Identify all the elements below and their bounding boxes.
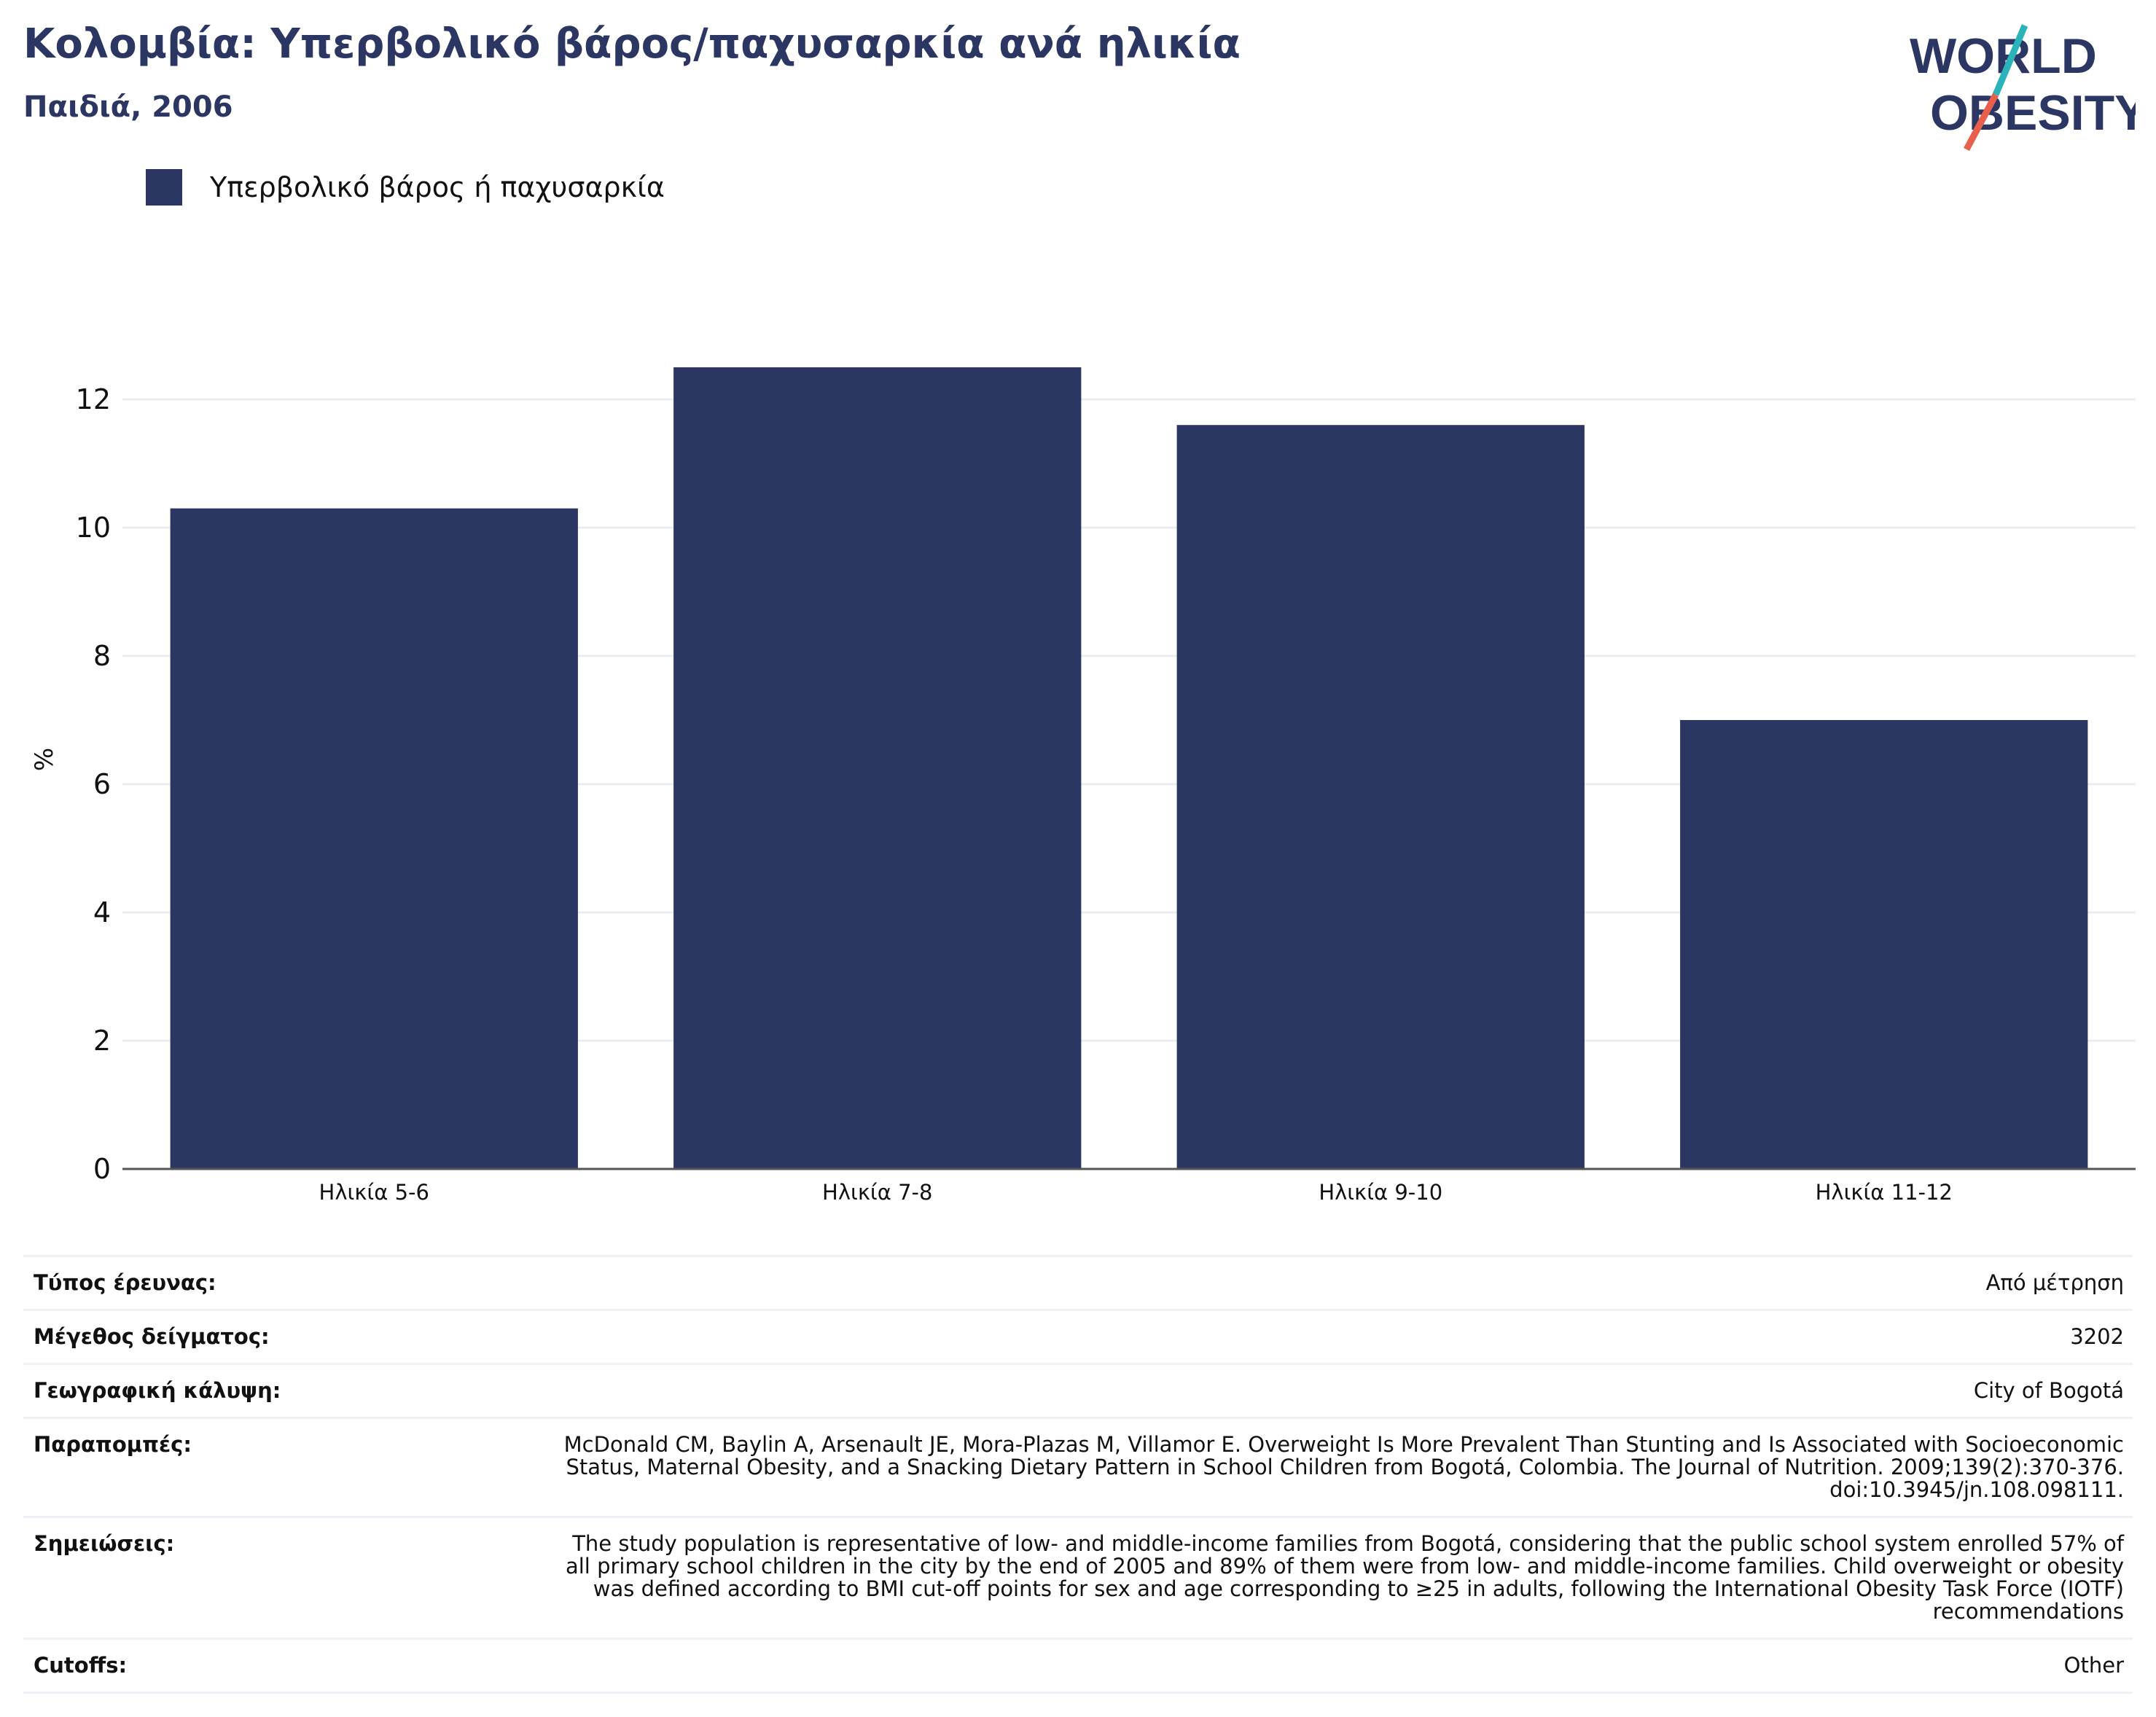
info-key: Τύπος έρευνας: xyxy=(34,1270,216,1295)
info-row: Παραπομπές: McDonald CM, Baylin A, Arsena… xyxy=(23,1419,2133,1518)
info-value: Other xyxy=(2063,1653,2124,1678)
y-tick-label: 10 xyxy=(76,512,111,544)
info-table: Τύπος έρευνας: Από μέτρηση Μέγεθος δείγματ… xyxy=(23,1255,2133,1694)
x-tick-label: Ηλικία 11-12 xyxy=(1816,1180,1953,1205)
logo-slash-bottom xyxy=(1964,93,1999,152)
bar xyxy=(1680,720,2088,1169)
info-key: Cutoffs: xyxy=(34,1653,128,1678)
info-row: Τύπος έρευνας: Από μέτρηση xyxy=(23,1257,2133,1311)
info-row: Γεωγραφική κάλυψη: City of Bogotá xyxy=(23,1365,2133,1419)
legend-swatch xyxy=(146,169,182,206)
info-key: Μέγεθος δείγματος: xyxy=(34,1324,270,1349)
chart-subtitle: Παιδιά, 2006 xyxy=(23,90,233,124)
y-tick-label: 2 xyxy=(93,1025,111,1057)
y-tick-label: 0 xyxy=(93,1153,111,1185)
info-key: Σημειώσεις: xyxy=(34,1531,175,1556)
chart-title: Κολομβία: Υπερβολικό βάρος/παχυσαρκία αν… xyxy=(23,20,1241,68)
info-value: 3202 xyxy=(2070,1324,2124,1349)
bar xyxy=(170,508,578,1169)
legend: Υπερβολικό βάρος ή παχυσαρκία xyxy=(146,169,665,206)
bar xyxy=(1176,425,1585,1169)
info-value: City of Bogotá xyxy=(1973,1378,2124,1403)
info-key: Παραπομπές: xyxy=(34,1432,192,1457)
y-tick-label: 4 xyxy=(93,896,111,928)
legend-label: Υπερβολικό βάρος ή παχυσαρκία xyxy=(210,171,665,203)
y-axis-label: % xyxy=(30,748,59,771)
y-tick-label: 6 xyxy=(93,768,111,800)
logo-slash-top xyxy=(1992,24,2028,96)
info-value: The study population is representative o… xyxy=(565,1531,2124,1624)
info-row: Σημειώσεις: The study population is repre… xyxy=(23,1518,2133,1640)
info-key: Γεωγραφική κάλυψη: xyxy=(34,1378,281,1403)
y-tick-label: 12 xyxy=(76,383,111,415)
x-tick-label: Ηλικία 9-10 xyxy=(1319,1180,1442,1205)
x-tick-label: Ηλικία 7-8 xyxy=(822,1180,932,1205)
info-row: Cutoffs: Other xyxy=(23,1640,2133,1694)
logo-text-obesity: OBESITY xyxy=(1930,85,2136,141)
world-obesity-logo: WORLD OBESITY xyxy=(1910,24,2136,152)
bar-chart: 0 2 4 6 8 10 12% Ηλικία 5-6 Ηλικία 7-8 Ηλικία 9-1… xyxy=(30,367,2136,1205)
y-tick-label: 8 xyxy=(93,640,111,672)
info-row: Μέγεθος δείγματος: 3202 xyxy=(23,1311,2133,1365)
x-tick-label: Ηλικία 5-6 xyxy=(319,1180,429,1205)
bar xyxy=(673,367,1082,1169)
info-value: McDonald CM, Baylin A, Arsenault JE, Mor… xyxy=(563,1432,2124,1502)
info-value: Από μέτρηση xyxy=(1985,1270,2124,1295)
